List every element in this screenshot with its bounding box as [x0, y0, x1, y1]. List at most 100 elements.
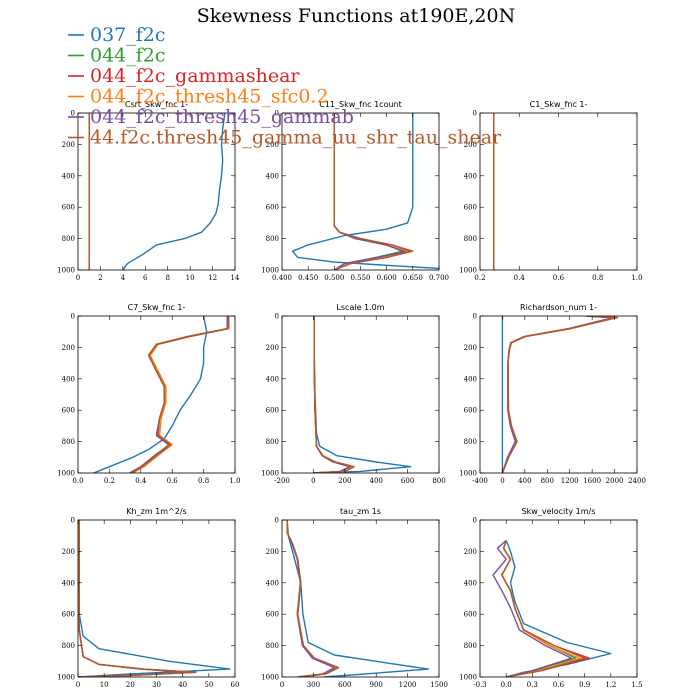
x-tick-label: 1.5 [631, 681, 642, 689]
figure-title: Skewness Functions at190E,20N [197, 5, 515, 27]
series-line-4 [78, 520, 192, 677]
panel-title: C7_Skw_fnc 1- [128, 303, 186, 312]
y-tick-label: 600 [464, 611, 477, 619]
series-line-1 [122, 113, 226, 270]
x-tick-label: 4 [121, 274, 126, 282]
panels: Csrt_Skw_fnc 1-0 2 4 6 8 10 12 1402004006008001… [57, 100, 646, 689]
y-tick-label: 400 [62, 579, 75, 587]
y-tick-label: 800 [62, 235, 75, 243]
plot-frame [281, 315, 440, 474]
legend-entry: 044_f2c [68, 45, 166, 67]
x-tick-label: 800 [541, 477, 554, 485]
x-tick-label: -0.3 [473, 681, 487, 689]
x-tick-label: 0.650 [403, 274, 423, 282]
series-line-1 [78, 520, 231, 677]
panel-8: tau_zm 1s 0 300 600 900 1200 1500 0 200 400 600 800… [261, 507, 448, 689]
x-tick-label: 30 [152, 681, 161, 689]
x-tick-label: -400 [472, 477, 488, 485]
x-tick-label: 0.8 [592, 274, 603, 282]
y-tick-label: 1000 [57, 674, 75, 682]
x-tick-label: 60 [231, 681, 240, 689]
x-tick-label: 0.6 [553, 274, 565, 282]
y-tick-label: 1000 [261, 267, 279, 275]
y-tick-label: 1000 [57, 470, 75, 478]
panel-title: Csrt_Skw_fnc 1- [125, 100, 188, 109]
x-tick-label: 600 [338, 681, 351, 689]
legend-entry: 037_f2c [68, 24, 166, 46]
x-tick-label: 0.6 [553, 681, 565, 689]
x-tick-label: 20 [126, 681, 135, 689]
y-tick-label: 1000 [459, 674, 477, 682]
legend-label: 44.f2c.thresh45_gamma_uu_shr_tau_shear [90, 127, 502, 149]
series-line-2 [78, 520, 197, 677]
x-tick-label: 0 [280, 681, 284, 689]
y-tick-label: 400 [62, 172, 75, 180]
series-line-2 [286, 520, 338, 677]
y-tick-label: 800 [62, 642, 75, 650]
y-tick-label: 600 [62, 611, 75, 619]
panel-title: Richardson_num 1- [520, 303, 597, 312]
series-line-1 [505, 540, 612, 677]
panel-title: tau_zm 1s [340, 507, 381, 516]
y-tick-label: 0 [275, 313, 279, 321]
x-tick-label: 8 [165, 274, 169, 282]
plot-frame [77, 519, 236, 678]
x-tick-label: 0.2 [104, 477, 115, 485]
x-tick-label: 1500 [430, 681, 448, 689]
x-tick-label: 50 [204, 681, 213, 689]
legend-entry: 044_f2c_gammashear [68, 65, 300, 87]
x-tick-label: 1200 [561, 477, 579, 485]
x-tick-label: 0.4 [514, 274, 526, 282]
y-tick-label: 600 [62, 204, 75, 212]
y-tick-label: 1000 [57, 267, 75, 275]
x-tick-label: 2400 [628, 477, 646, 485]
x-tick-label: 0 [500, 477, 504, 485]
legend-entry: 44.f2c.thresh45_gamma_uu_shr_tau_shear [68, 127, 502, 149]
y-tick-label: 0 [71, 517, 75, 525]
panel-title: Skw_velocity 1m/s [522, 507, 596, 516]
y-tick-label: 0 [71, 110, 75, 118]
y-tick-label: 600 [266, 611, 279, 619]
y-tick-label: 400 [62, 375, 75, 383]
series-line-5 [492, 539, 573, 677]
x-tick-label: 2000 [606, 477, 624, 485]
panel-7: Kh_zm 1m^2/s0 10 20 30 40 50 60020040060080010… [57, 507, 239, 689]
x-tick-label: 800 [432, 477, 445, 485]
x-tick-label: 0.8 [198, 477, 209, 485]
x-tick-label: 900 [370, 681, 383, 689]
x-tick-label: 0.700 [429, 274, 449, 282]
x-tick-label: 40 [178, 681, 187, 689]
y-tick-label: 800 [266, 642, 279, 650]
series-line-1 [291, 113, 439, 270]
x-tick-label: 1.2 [605, 681, 616, 689]
plot-frame [77, 315, 236, 474]
series-line-6 [286, 520, 340, 677]
series-line-5 [78, 520, 189, 677]
y-tick-label: 800 [266, 235, 279, 243]
y-tick-label: 200 [464, 548, 477, 556]
legend-label: 044_f2c_thresh45_gammab [90, 106, 354, 128]
series-line-1 [93, 316, 208, 473]
x-tick-label: 0.400 [272, 274, 292, 282]
legend-label: 037_f2c [90, 24, 166, 46]
x-tick-label: 400 [370, 477, 383, 485]
x-tick-label: 1600 [583, 477, 601, 485]
y-tick-label: 200 [62, 141, 75, 149]
x-tick-label: 0.0 [72, 477, 83, 485]
x-tick-label: 1.0 [631, 274, 642, 282]
panel-5: Lscale 1.0m -200 0 200 400 600 800 0 200 400 600 80… [261, 303, 446, 485]
x-tick-label: -200 [274, 477, 290, 485]
y-tick-label: 400 [464, 579, 477, 587]
series-line-6 [333, 113, 414, 270]
y-tick-label: 600 [266, 407, 279, 415]
plot-frame [479, 112, 638, 271]
plot-frame [281, 519, 440, 678]
y-tick-label: 0 [473, 517, 477, 525]
legend-entry: 044_f2c_thresh45_gammab [68, 106, 354, 128]
x-tick-label: 0 [76, 681, 80, 689]
y-tick-label: 200 [464, 344, 477, 352]
y-tick-label: 0 [71, 313, 75, 321]
legend-label: 044_f2c [90, 45, 166, 67]
legend-label: 044_f2c_gammashear [90, 65, 300, 87]
x-tick-label: 0.450 [298, 274, 318, 282]
